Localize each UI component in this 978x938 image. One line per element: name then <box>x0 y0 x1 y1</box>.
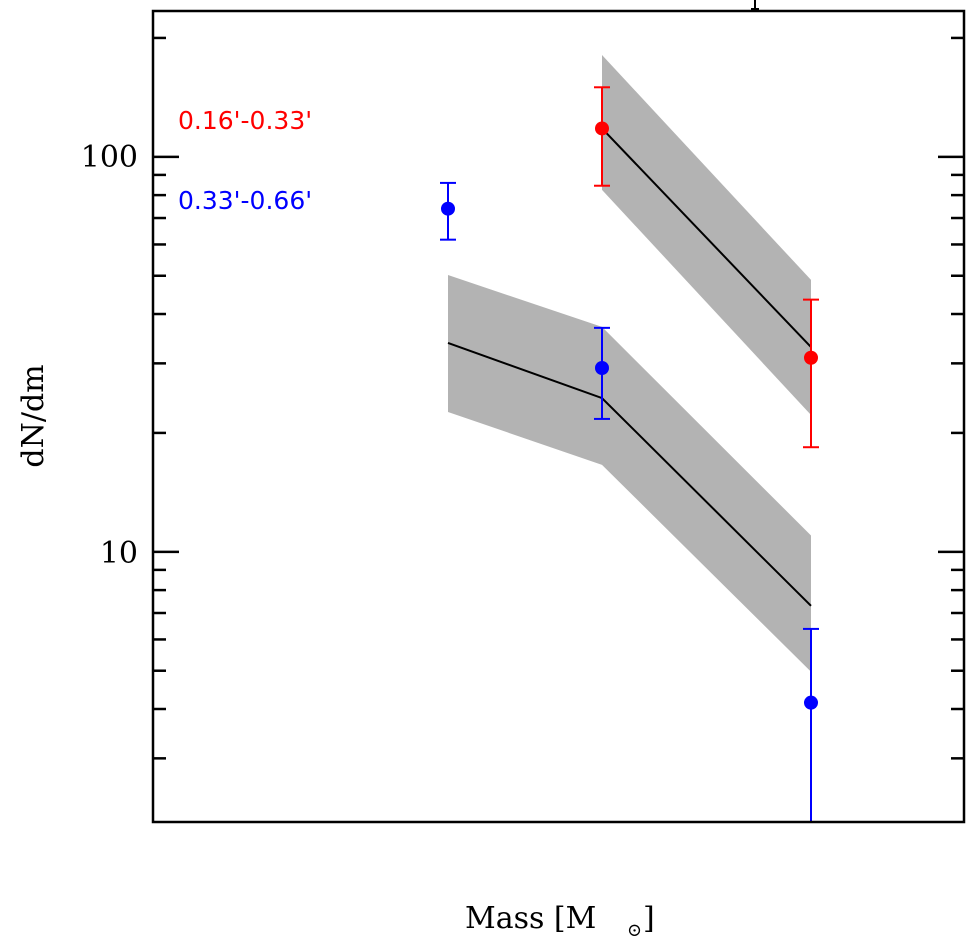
y-axis-label: dN/dm <box>16 364 51 467</box>
model-band-0 <box>602 55 811 416</box>
x-axis-label-close: ] <box>643 901 655 936</box>
x-axis-label-main: Mass [M <box>465 901 596 936</box>
model-band-1 <box>448 275 811 672</box>
data-point <box>595 360 609 375</box>
legend-entry-red: 0.16'-0.33' <box>178 106 312 135</box>
clipped-title-fragment <box>751 0 759 10</box>
model-line-0 <box>601 127 812 348</box>
y-tick-label-100: 100 <box>81 140 138 175</box>
y-ticks <box>153 36 964 760</box>
y-tick-label-10: 10 <box>100 536 138 571</box>
x-axis-label-subscript: ⊙ <box>627 920 642 938</box>
legend-entry-blue: 0.33'-0.66' <box>178 186 312 215</box>
x-axis-label: Mass [M ⊙ ] <box>465 901 655 938</box>
data-points <box>441 121 818 710</box>
data-point <box>804 350 818 365</box>
plot-frame <box>151 9 966 824</box>
data-point <box>804 695 818 710</box>
data-point <box>595 121 609 136</box>
data-point <box>441 201 455 216</box>
model-bands <box>448 55 811 672</box>
